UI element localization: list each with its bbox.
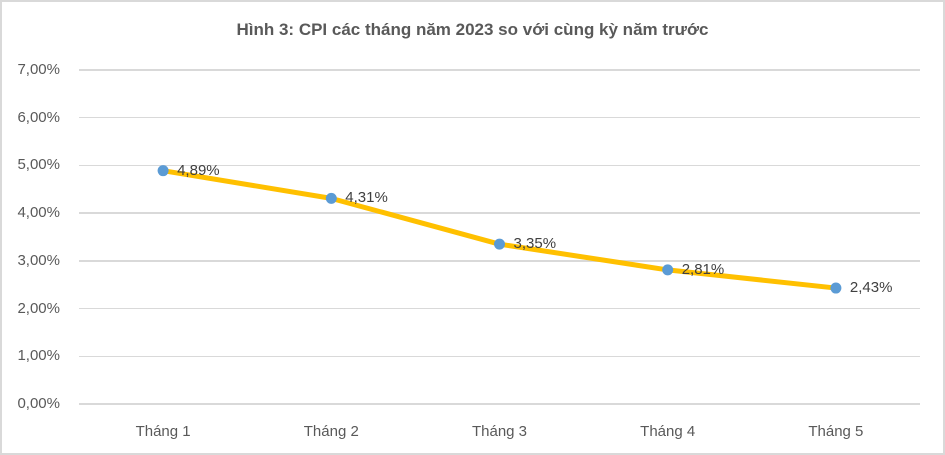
x-axis-tick-label: Tháng 4 [640,423,696,440]
gridline [79,307,920,310]
data-point-label: 3,35% [513,235,557,253]
data-point-marker [494,238,505,250]
x-axis-tick-label: Tháng 2 [303,423,359,440]
data-point-marker [830,282,842,294]
y-axis-tick-label: 1,00% [17,347,60,365]
y-axis-tick-label: 6,00% [17,108,60,126]
data-point-label: 4,31% [345,189,388,207]
x-axis-tick-label: Tháng 1 [135,423,191,440]
chart-title: Hình 3: CPI các tháng năm 2023 so với cù… [236,20,709,39]
data-point-label: 2,81% [681,260,725,278]
gridline [79,403,920,405]
gridline [79,164,920,167]
y-axis-tick-label: 3,00% [17,251,60,269]
data-point-marker [662,264,674,276]
x-axis-tick-label: Tháng 5 [808,423,864,440]
x-axis-tick-label: Tháng 3 [471,423,528,440]
gridline [79,116,920,119]
cpi-line [160,168,839,291]
y-axis-tick-label: 2,00% [17,299,60,317]
data-point-marker [157,165,169,177]
gridline [79,212,920,214]
gridline [79,69,920,71]
data-point-marker [325,192,337,204]
data-point-label: 4,89% [177,161,220,179]
y-axis-tick-label: 5,00% [17,156,60,174]
gridline [79,355,920,358]
y-axis-tick-label: 0,00% [17,395,60,412]
y-axis-tick-label: 4,00% [17,204,60,222]
y-axis-tick-label: 7,00% [17,61,60,78]
gridline [79,260,920,262]
data-point-label: 2,43% [849,279,893,297]
